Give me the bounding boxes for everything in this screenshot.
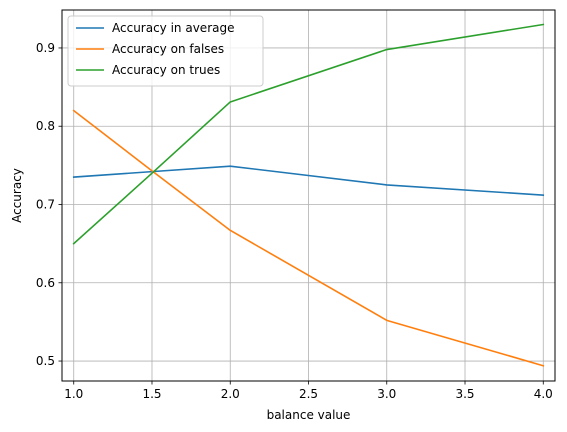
- y-tick-label: 0.5: [36, 354, 55, 368]
- y-tick-label: 0.8: [36, 119, 55, 133]
- y-tick-label: 0.7: [36, 198, 55, 212]
- legend-entry-1: Accuracy on falses: [112, 42, 224, 56]
- series-lines: [72, 23, 545, 367]
- legend-box: [67, 15, 264, 87]
- x-tick-label: 3.0: [377, 387, 396, 401]
- x-axis-label: balance value: [267, 408, 351, 422]
- axis-ticks: 1.0 1.5 2.0 2.5 3.0 3.5 4.0 0.5 0.6 0.7 0.8 0.9: [36, 41, 553, 401]
- series-line-1: [72, 109, 545, 367]
- x-tick-label: 2.5: [299, 387, 318, 401]
- y-axis-label: Accuracy: [10, 168, 24, 223]
- x-tick-label: 1.0: [64, 387, 83, 401]
- series-line-0: [72, 165, 545, 196]
- x-tick-label: 1.5: [142, 387, 161, 401]
- x-tick-label: 4.0: [534, 387, 553, 401]
- legend-entry-2: Accuracy on trues: [112, 63, 220, 77]
- y-tick-label: 0.6: [36, 276, 55, 290]
- y-tick-label: 0.9: [36, 41, 55, 55]
- x-tick-label: 2.0: [221, 387, 240, 401]
- legend-entry-0: Accuracy in average: [112, 21, 234, 35]
- x-tick-label: 3.5: [455, 387, 474, 401]
- legend: Accuracy in average Accuracy on falses Acc…: [67, 15, 264, 87]
- series-line-2: [72, 23, 545, 245]
